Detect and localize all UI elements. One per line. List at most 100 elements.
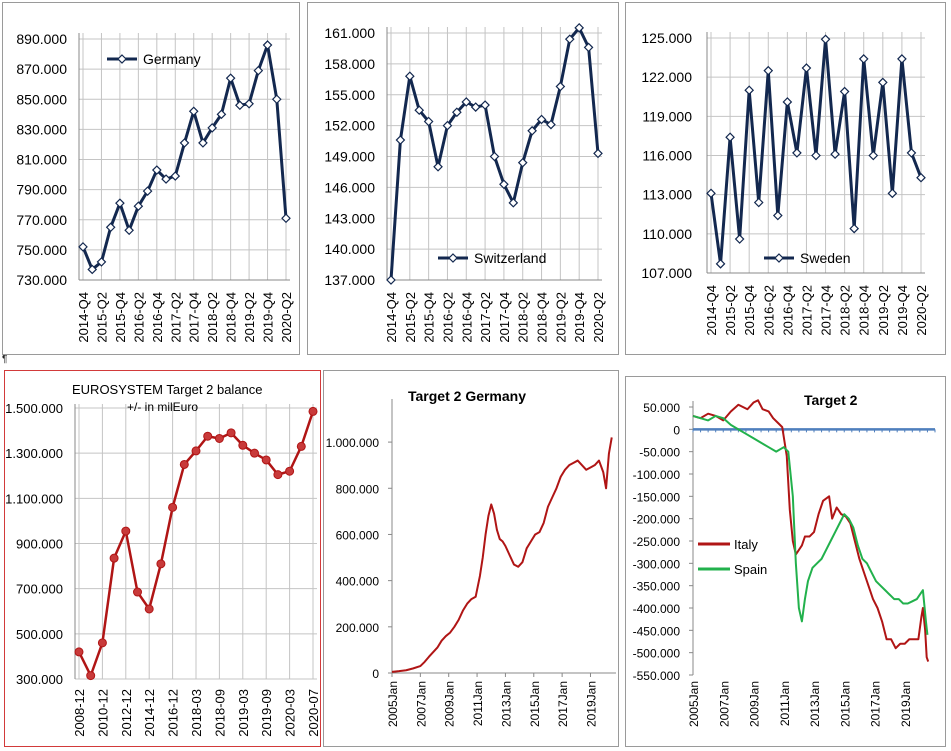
y-tick-label: -150.000 <box>633 490 681 504</box>
data-point <box>858 54 869 64</box>
data-point <box>115 198 125 209</box>
x-tick-label: 2009Jan <box>443 681 457 727</box>
data-point <box>555 81 566 92</box>
data-point <box>499 179 509 190</box>
x-tick-label: 2013Jan <box>499 681 513 727</box>
x-tick-label: 2015-Q2 <box>723 285 738 336</box>
data-point <box>261 455 271 465</box>
legend-label: Sweden <box>800 250 851 266</box>
series-line-spain <box>692 414 929 635</box>
data-point <box>887 188 898 199</box>
data-point <box>593 148 603 159</box>
data-point <box>207 123 218 133</box>
x-tick-label: 2007Jan <box>414 681 428 727</box>
y-tick-label: 810.000 <box>16 152 67 168</box>
y-tick-label: -450.000 <box>633 624 681 638</box>
data-point <box>386 275 396 285</box>
data-point <box>906 148 917 158</box>
y-tick-label: 790.000 <box>16 182 67 198</box>
y-tick-label: 107.000 <box>641 265 692 281</box>
chart-panel-sweden: 107.000 110.000 113.000 116.000 119.000 122.0… <box>625 2 946 355</box>
x-tick-label: 2015Jan <box>838 681 852 727</box>
y-tick-label: -200.000 <box>633 513 681 527</box>
x-tick-label: 2018-Q2 <box>838 285 853 336</box>
x-tick-label: 2005Jan <box>386 681 400 727</box>
data-point <box>772 210 783 221</box>
data-point <box>271 94 282 105</box>
x-tick-label: 2015-Q2 <box>403 292 418 343</box>
x-tick-label: 2010-12 <box>95 689 110 737</box>
data-point <box>142 186 153 196</box>
data-point <box>517 157 528 168</box>
data-point <box>849 223 860 234</box>
x-tick-label: 2007Jan <box>717 681 731 727</box>
y-tick-label: 400.000 <box>336 575 380 589</box>
data-point <box>489 151 500 162</box>
data-point <box>725 132 735 143</box>
series-line-target2-germany <box>391 437 613 673</box>
data-point <box>225 73 236 84</box>
x-tick-label: 2015-Q2 <box>94 292 109 343</box>
data-point <box>170 171 181 181</box>
x-tick-label: 2014-Q4 <box>384 292 399 343</box>
x-tick-label: 2018-03 <box>189 689 204 737</box>
data-point <box>574 23 585 33</box>
y-tick-label: 158.000 <box>324 56 375 72</box>
x-tick-label: 2014-Q4 <box>704 285 719 336</box>
data-point <box>191 446 201 456</box>
data-point <box>156 559 166 569</box>
paragraph-mark: ¶ <box>2 354 8 365</box>
y-tick-label: -300.000 <box>633 557 681 571</box>
x-tick-label: 2020-Q2 <box>591 292 606 343</box>
chart-panel-germany: 730.000 750.000 770.000 790.000 810.000 830.0… <box>2 2 300 355</box>
data-point <box>395 135 406 145</box>
x-tick-label: 2014-12 <box>142 689 157 737</box>
data-point <box>281 213 291 224</box>
data-point <box>262 40 273 50</box>
x-tick-label: 2017-Q4 <box>497 292 512 343</box>
x-tick-label: 2016-Q2 <box>131 292 146 343</box>
y-tick-label: 1.000.000 <box>326 436 380 450</box>
x-tick-label: 2016-Q4 <box>780 285 795 336</box>
chart-target2: 50.000 0 -50.000 -100.000 -150.000 -200.000 -2… <box>633 392 936 727</box>
x-tick-label: 2019-Q2 <box>242 292 257 343</box>
x-tick-label: 2016-Q2 <box>440 292 455 343</box>
x-tick-label: 2009Jan <box>748 681 762 727</box>
x-tick-label: 2019-09 <box>259 689 274 737</box>
data-point <box>216 109 227 120</box>
data-point <box>109 553 119 563</box>
data-point <box>133 587 142 597</box>
x-tick-label: 2019-Q4 <box>895 285 910 336</box>
data-point <box>78 242 88 252</box>
data-point <box>203 431 213 441</box>
x-tick-label: 2019-Q4 <box>572 292 587 343</box>
y-tick-label: 830.000 <box>16 121 67 137</box>
chart-germany: 730.000 750.000 770.000 790.000 810.000 830.0… <box>16 31 294 343</box>
series-line-italy <box>692 399 930 662</box>
data-point <box>916 172 926 183</box>
data-point <box>179 138 190 148</box>
data-point <box>404 71 415 82</box>
chart-panel-target2-germany: 0 200.000 400.000 600.000 800.000 1.000.000 20… <box>323 370 619 747</box>
x-tick-label: 2019Jan <box>899 681 913 727</box>
legend-label: Germany <box>143 51 201 67</box>
data-point <box>897 54 907 64</box>
x-tick-label: 2019-Q2 <box>553 292 568 343</box>
data-point <box>296 441 306 451</box>
data-point <box>198 138 208 148</box>
data-point <box>179 459 189 469</box>
x-tick-label: 2017-Q4 <box>819 285 834 336</box>
data-point <box>414 105 425 116</box>
x-tick-label: 2011Jan <box>471 681 485 726</box>
legend-marker <box>448 253 458 263</box>
y-tick-label: 890.000 <box>16 31 67 47</box>
x-tick-label: 2017Jan <box>556 681 570 727</box>
y-tick-label: -500.000 <box>633 647 681 661</box>
data-point <box>839 86 850 97</box>
y-tick-label: 900.000 <box>16 537 63 552</box>
chart-title: Target 2 <box>804 392 858 408</box>
x-tick-label: 2018-Q2 <box>205 292 220 343</box>
data-point <box>161 174 171 184</box>
data-point <box>87 264 98 275</box>
y-tick-label: 110.000 <box>642 226 692 242</box>
